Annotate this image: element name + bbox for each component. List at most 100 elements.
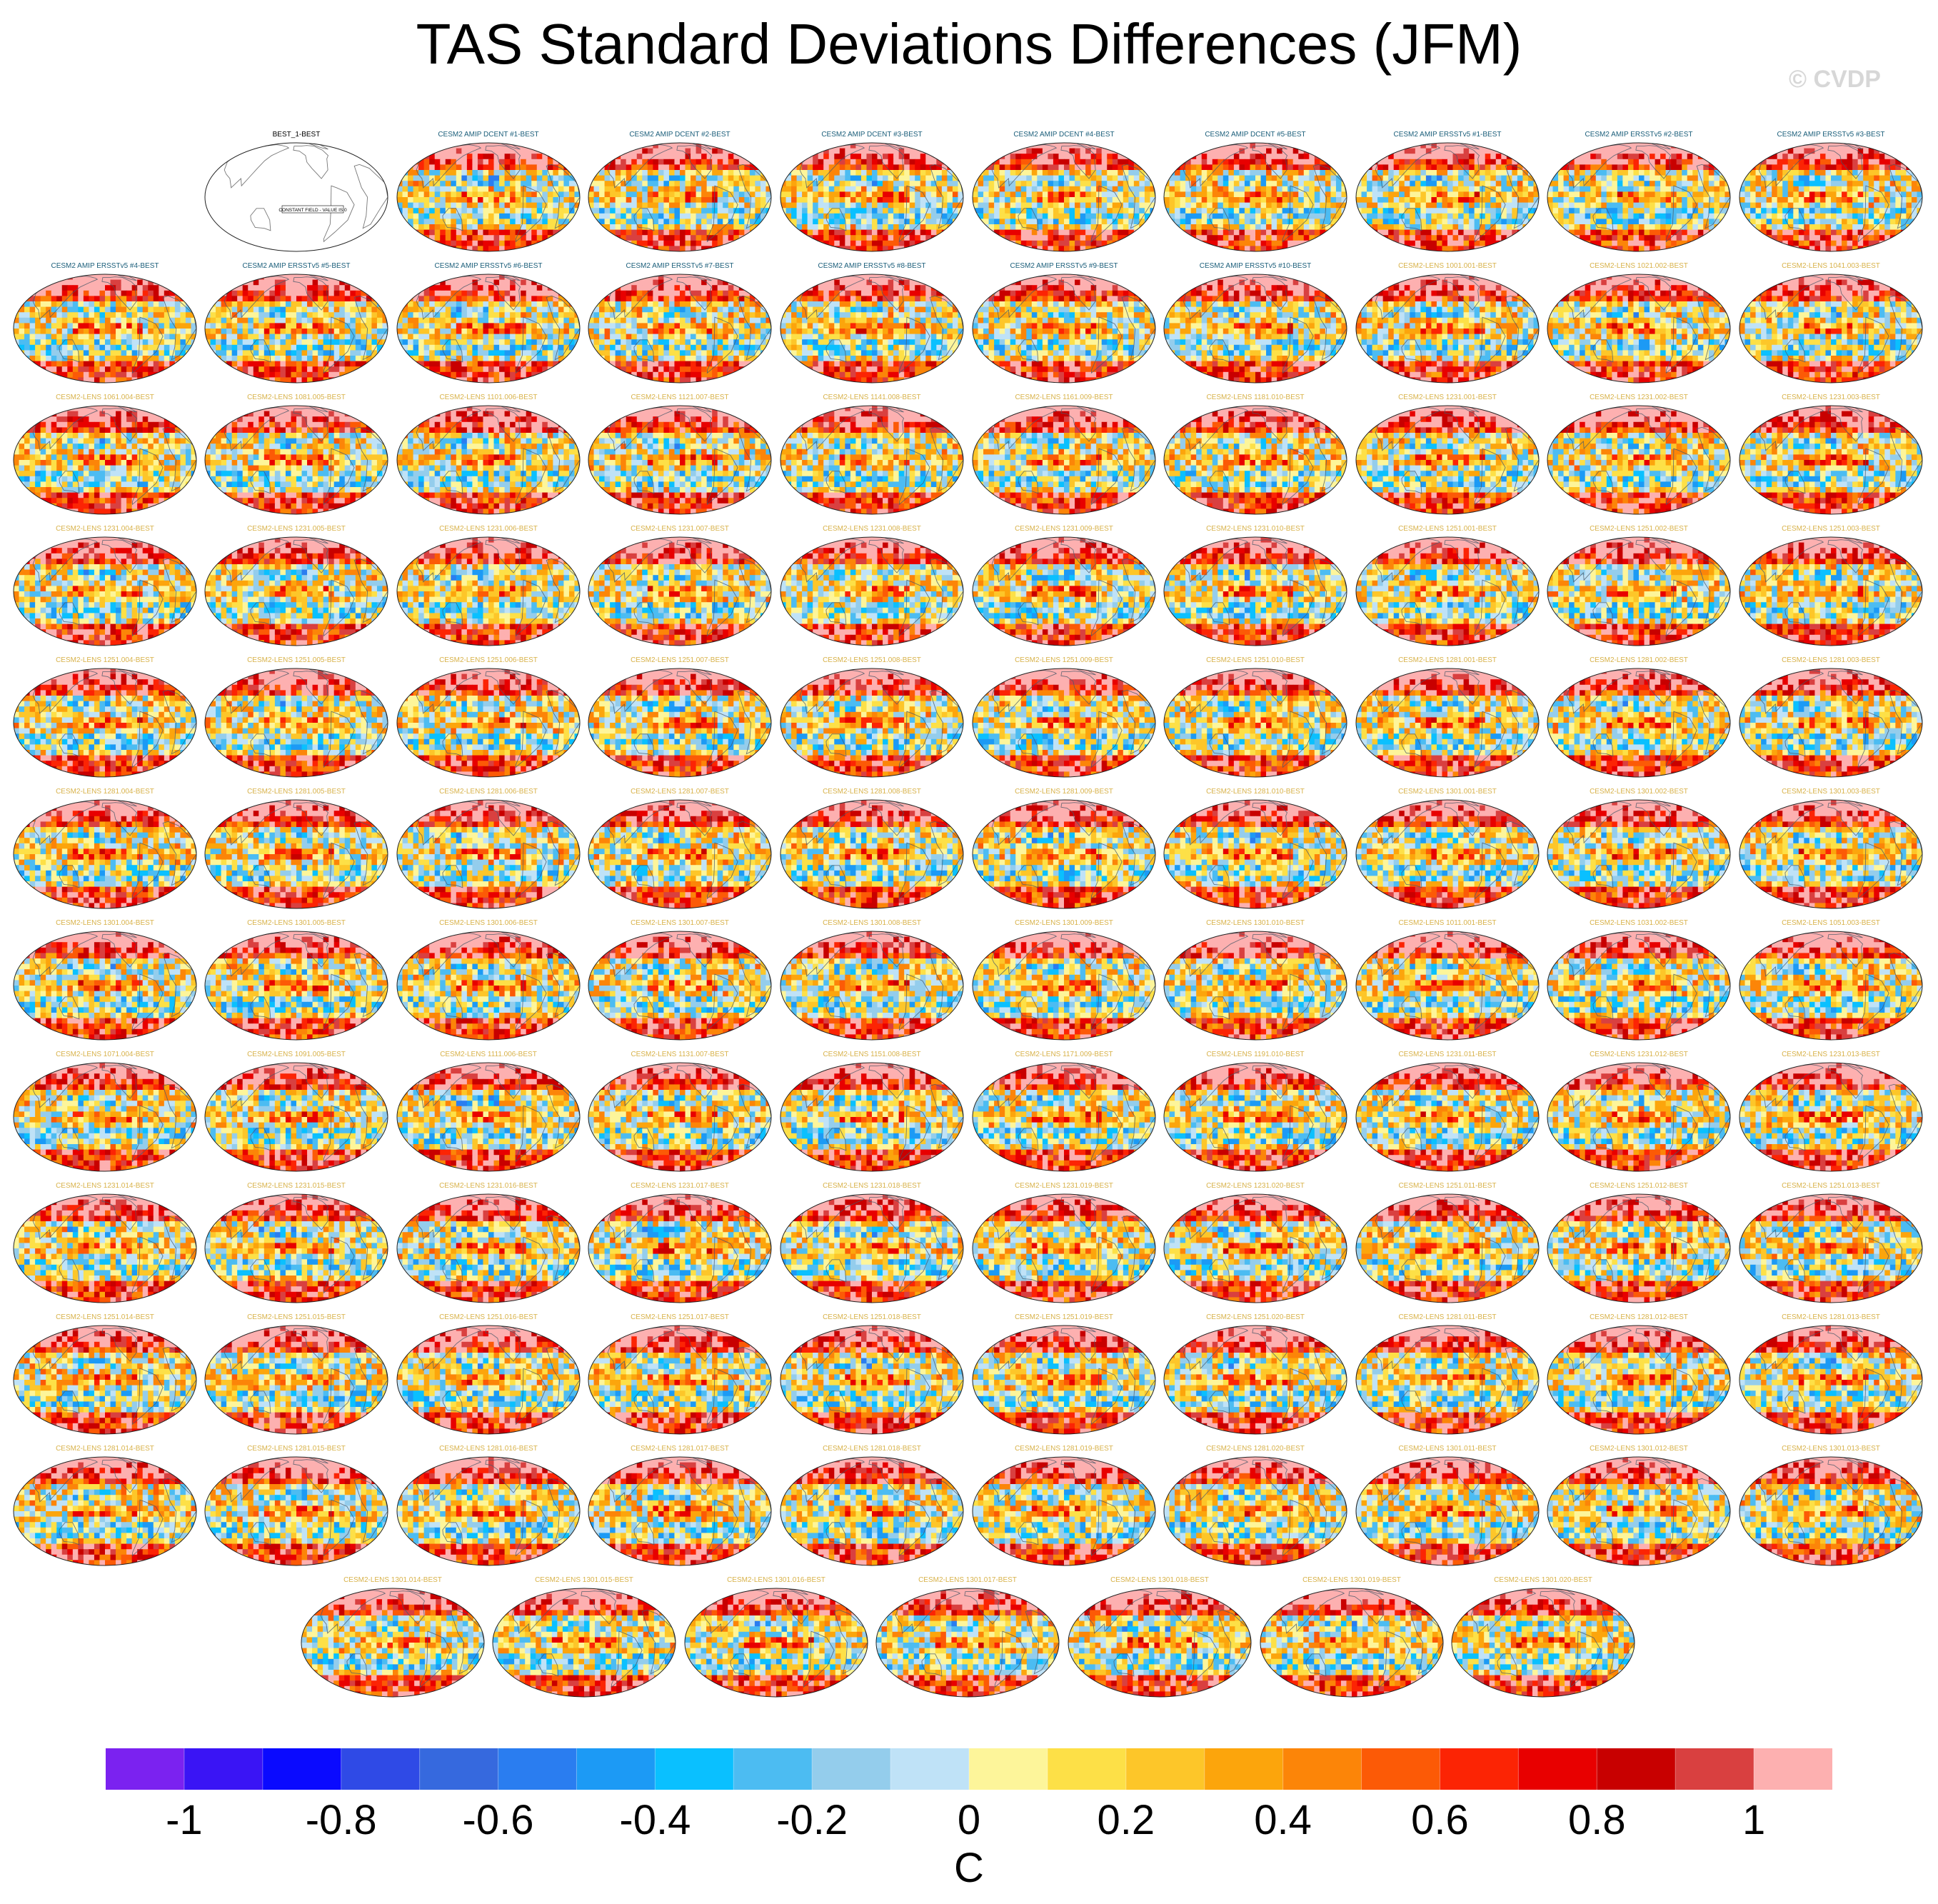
panel-title: CESM2 AMIP ERSSTv5 #6-BEST [435, 262, 543, 270]
colorbar-swatch [1440, 1748, 1518, 1790]
colorbar-swatch [1675, 1748, 1754, 1790]
panel-title: CESM2-LENS 1301.013-BEST [1782, 1445, 1880, 1453]
panel-title: CESM2-LENS 1301.003-BEST [1782, 788, 1880, 796]
panel-title: CESM2-LENS 1231.013-BEST [1782, 1051, 1880, 1058]
map-panel: CESM2-LENS 1251.016-BEST [396, 1313, 581, 1438]
map-panel: CESM2-LENS 1281.016-BEST [396, 1444, 581, 1570]
map-panel: CESM2-LENS 1301.010-BEST [1163, 918, 1348, 1044]
map-panel: CESM2-LENS 1281.020-BEST [1163, 1444, 1348, 1570]
panel-title: CESM2 AMIP ERSSTv5 #2-BEST [1585, 131, 1693, 139]
map-panel: CESM2-LENS 1281.005-BEST [204, 787, 389, 913]
map-panel: CESM2 AMIP DCENT #3-BEST [779, 130, 965, 256]
colorbar-tick-label: -1 [166, 1796, 203, 1844]
colorbar-swatch [1362, 1748, 1440, 1790]
map-panel: CESM2-LENS 1281.009-BEST [971, 787, 1157, 913]
panel-title: CESM2 AMIP DCENT #4-BEST [1013, 131, 1114, 139]
map-panel: CESM2-LENS 1281.006-BEST [396, 787, 581, 913]
panel-title: CESM2-LENS 1081.005-BEST [247, 394, 346, 401]
panel-title: CESM2 AMIP DCENT #3-BEST [821, 131, 922, 139]
map-panel: CESM2-LENS 1041.003-BEST [1738, 261, 1924, 387]
map-panel: CESM2-LENS 1281.012-BEST [1546, 1313, 1732, 1438]
map-panel: CESM2 AMIP ERSSTv5 #5-BEST [204, 261, 389, 387]
map-panel: CESM2-LENS 1151.008-BEST [779, 1050, 965, 1176]
panel-title: CESM2-LENS 1301.015-BEST [535, 1576, 633, 1584]
panel-title: CESM2 AMIP ERSSTv5 #10-BEST [1200, 262, 1312, 270]
map-panel: CESM2 AMIP ERSSTv5 #8-BEST [779, 261, 965, 387]
map-panel: CESM2-LENS 1081.005-BEST [204, 393, 389, 518]
panel-title: CESM2-LENS 1231.018-BEST [823, 1182, 921, 1190]
panel-title: CESM2-LENS 1281.008-BEST [823, 788, 921, 796]
map-panel: CESM2-LENS 1251.015-BEST [204, 1313, 389, 1438]
panel-title: CESM2-LENS 1281.002-BEST [1590, 656, 1688, 664]
panel-title: CESM2-LENS 1181.010-BEST [1206, 394, 1304, 401]
panel-title: BEST_1-BEST [273, 131, 321, 139]
map-panel: CESM2-LENS 1301.018-BEST [1067, 1575, 1252, 1701]
map-panel: CESM2-LENS 1251.018-BEST [779, 1313, 965, 1438]
panel-title: CESM2-LENS 1281.017-BEST [631, 1445, 729, 1453]
constant-field-note: CONSTANT FIELD - VALUE IS 0 [278, 208, 347, 213]
panel-title: CESM2-LENS 1131.007-BEST [631, 1051, 728, 1058]
panel-title: CESM2-LENS 1301.020-BEST [1494, 1576, 1592, 1584]
panel-title: CESM2-LENS 1281.012-BEST [1590, 1313, 1688, 1321]
map-panel: CESM2-LENS 1231.018-BEST [779, 1181, 965, 1307]
colorbar-swatch [1126, 1748, 1205, 1790]
map-panel: CESM2-LENS 1301.017-BEST [875, 1575, 1060, 1701]
panel-title: CESM2-LENS 1281.011-BEST [1398, 1313, 1496, 1321]
panel-title: CESM2-LENS 1281.009-BEST [1015, 788, 1113, 796]
map-panel: CESM2-LENS 1251.011-BEST [1355, 1181, 1540, 1307]
map-panel: CESM2-LENS 1251.002-BEST [1546, 524, 1732, 650]
colorbar-tick-label: 1 [1742, 1796, 1765, 1844]
panel-title: CESM2 AMIP ERSSTv5 #1-BEST [1394, 131, 1502, 139]
colorbar-tick-label: 0.4 [1254, 1796, 1312, 1844]
colorbar-units: C [0, 1844, 1938, 1892]
map-panel: CESM2-LENS 1301.012-BEST [1546, 1444, 1732, 1570]
panel-title: CESM2-LENS 1231.014-BEST [56, 1182, 154, 1190]
map-panel: CESM2-LENS 1301.013-BEST [1738, 1444, 1924, 1570]
panel-title: CESM2-LENS 1121.007-BEST [631, 394, 728, 401]
map-panel: CESM2-LENS 1251.017-BEST [587, 1313, 773, 1438]
map-panel: CESM2-LENS 1251.012-BEST [1546, 1181, 1732, 1307]
colorbar-swatch [263, 1748, 341, 1790]
panel-title: CESM2 AMIP ERSSTv5 #9-BEST [1010, 262, 1118, 270]
map-panel: CESM2-LENS 1141.008-BEST [779, 393, 965, 518]
panel-title: CESM2-LENS 1251.004-BEST [56, 656, 154, 664]
map-panel: CESM2-LENS 1001.001-BEST [1355, 261, 1540, 387]
panel-title: CESM2-LENS 1281.003-BEST [1782, 656, 1880, 664]
panel-title: CESM2-LENS 1251.017-BEST [631, 1313, 729, 1321]
colorbar-swatch [655, 1748, 733, 1790]
map-panel: CESM2-LENS 1301.005-BEST [204, 918, 389, 1044]
map-panel: BEST_1-BEST CONSTANT FIELD - VALUE IS 0 [204, 130, 389, 256]
colorbar [106, 1748, 1832, 1790]
panel-title: CESM2-LENS 1231.009-BEST [1015, 525, 1113, 533]
panel-title: CESM2-LENS 1301.008-BEST [823, 919, 921, 927]
map-panel: CESM2 AMIP DCENT #2-BEST [587, 130, 773, 256]
panel-title: CESM2-LENS 1251.014-BEST [56, 1313, 154, 1321]
colorbar-swatch [812, 1748, 890, 1790]
map-panel: CESM2-LENS 1301.002-BEST [1546, 787, 1732, 913]
panel-title: CESM2-LENS 1231.001-BEST [1398, 394, 1497, 401]
panel-title: CESM2-LENS 1251.006-BEST [439, 656, 538, 664]
colorbar-tick-label: 0.8 [1568, 1796, 1626, 1844]
panel-title: CESM2-LENS 1231.007-BEST [631, 525, 729, 533]
panel-title: CESM2-LENS 1251.002-BEST [1590, 525, 1688, 533]
panel-title: CESM2-LENS 1251.010-BEST [1206, 656, 1305, 664]
panel-title: CESM2-LENS 1231.003-BEST [1782, 394, 1880, 401]
panel-title: CESM2-LENS 1231.017-BEST [631, 1182, 729, 1190]
panel-title: CESM2-LENS 1301.011-BEST [1398, 1445, 1496, 1453]
colorbar-swatch [576, 1748, 655, 1790]
panel-title: CESM2-LENS 1281.006-BEST [439, 788, 538, 796]
colorbar-swatch [498, 1748, 577, 1790]
map-panel: CESM2-LENS 1251.001-BEST [1355, 524, 1540, 650]
panel-title: CESM2-LENS 1231.002-BEST [1590, 394, 1688, 401]
panel-title: CESM2-LENS 1231.008-BEST [823, 525, 921, 533]
map-panel: CESM2-LENS 1251.007-BEST [587, 656, 773, 781]
panel-title: CESM2-LENS 1281.020-BEST [1206, 1445, 1305, 1453]
map-panel: CESM2-LENS 1251.008-BEST [779, 656, 965, 781]
map-panel: CESM2-LENS 1281.014-BEST [12, 1444, 198, 1570]
panel-title: CESM2-LENS 1231.016-BEST [439, 1182, 538, 1190]
panel-title: CESM2-LENS 1301.006-BEST [439, 919, 538, 927]
colorbar-tick-label: -0.4 [619, 1796, 691, 1844]
panel-title: CESM2-LENS 1281.019-BEST [1015, 1445, 1113, 1453]
panel-title: CESM2-LENS 1281.013-BEST [1782, 1313, 1880, 1321]
panel-title: CESM2-LENS 1101.006-BEST [439, 394, 537, 401]
